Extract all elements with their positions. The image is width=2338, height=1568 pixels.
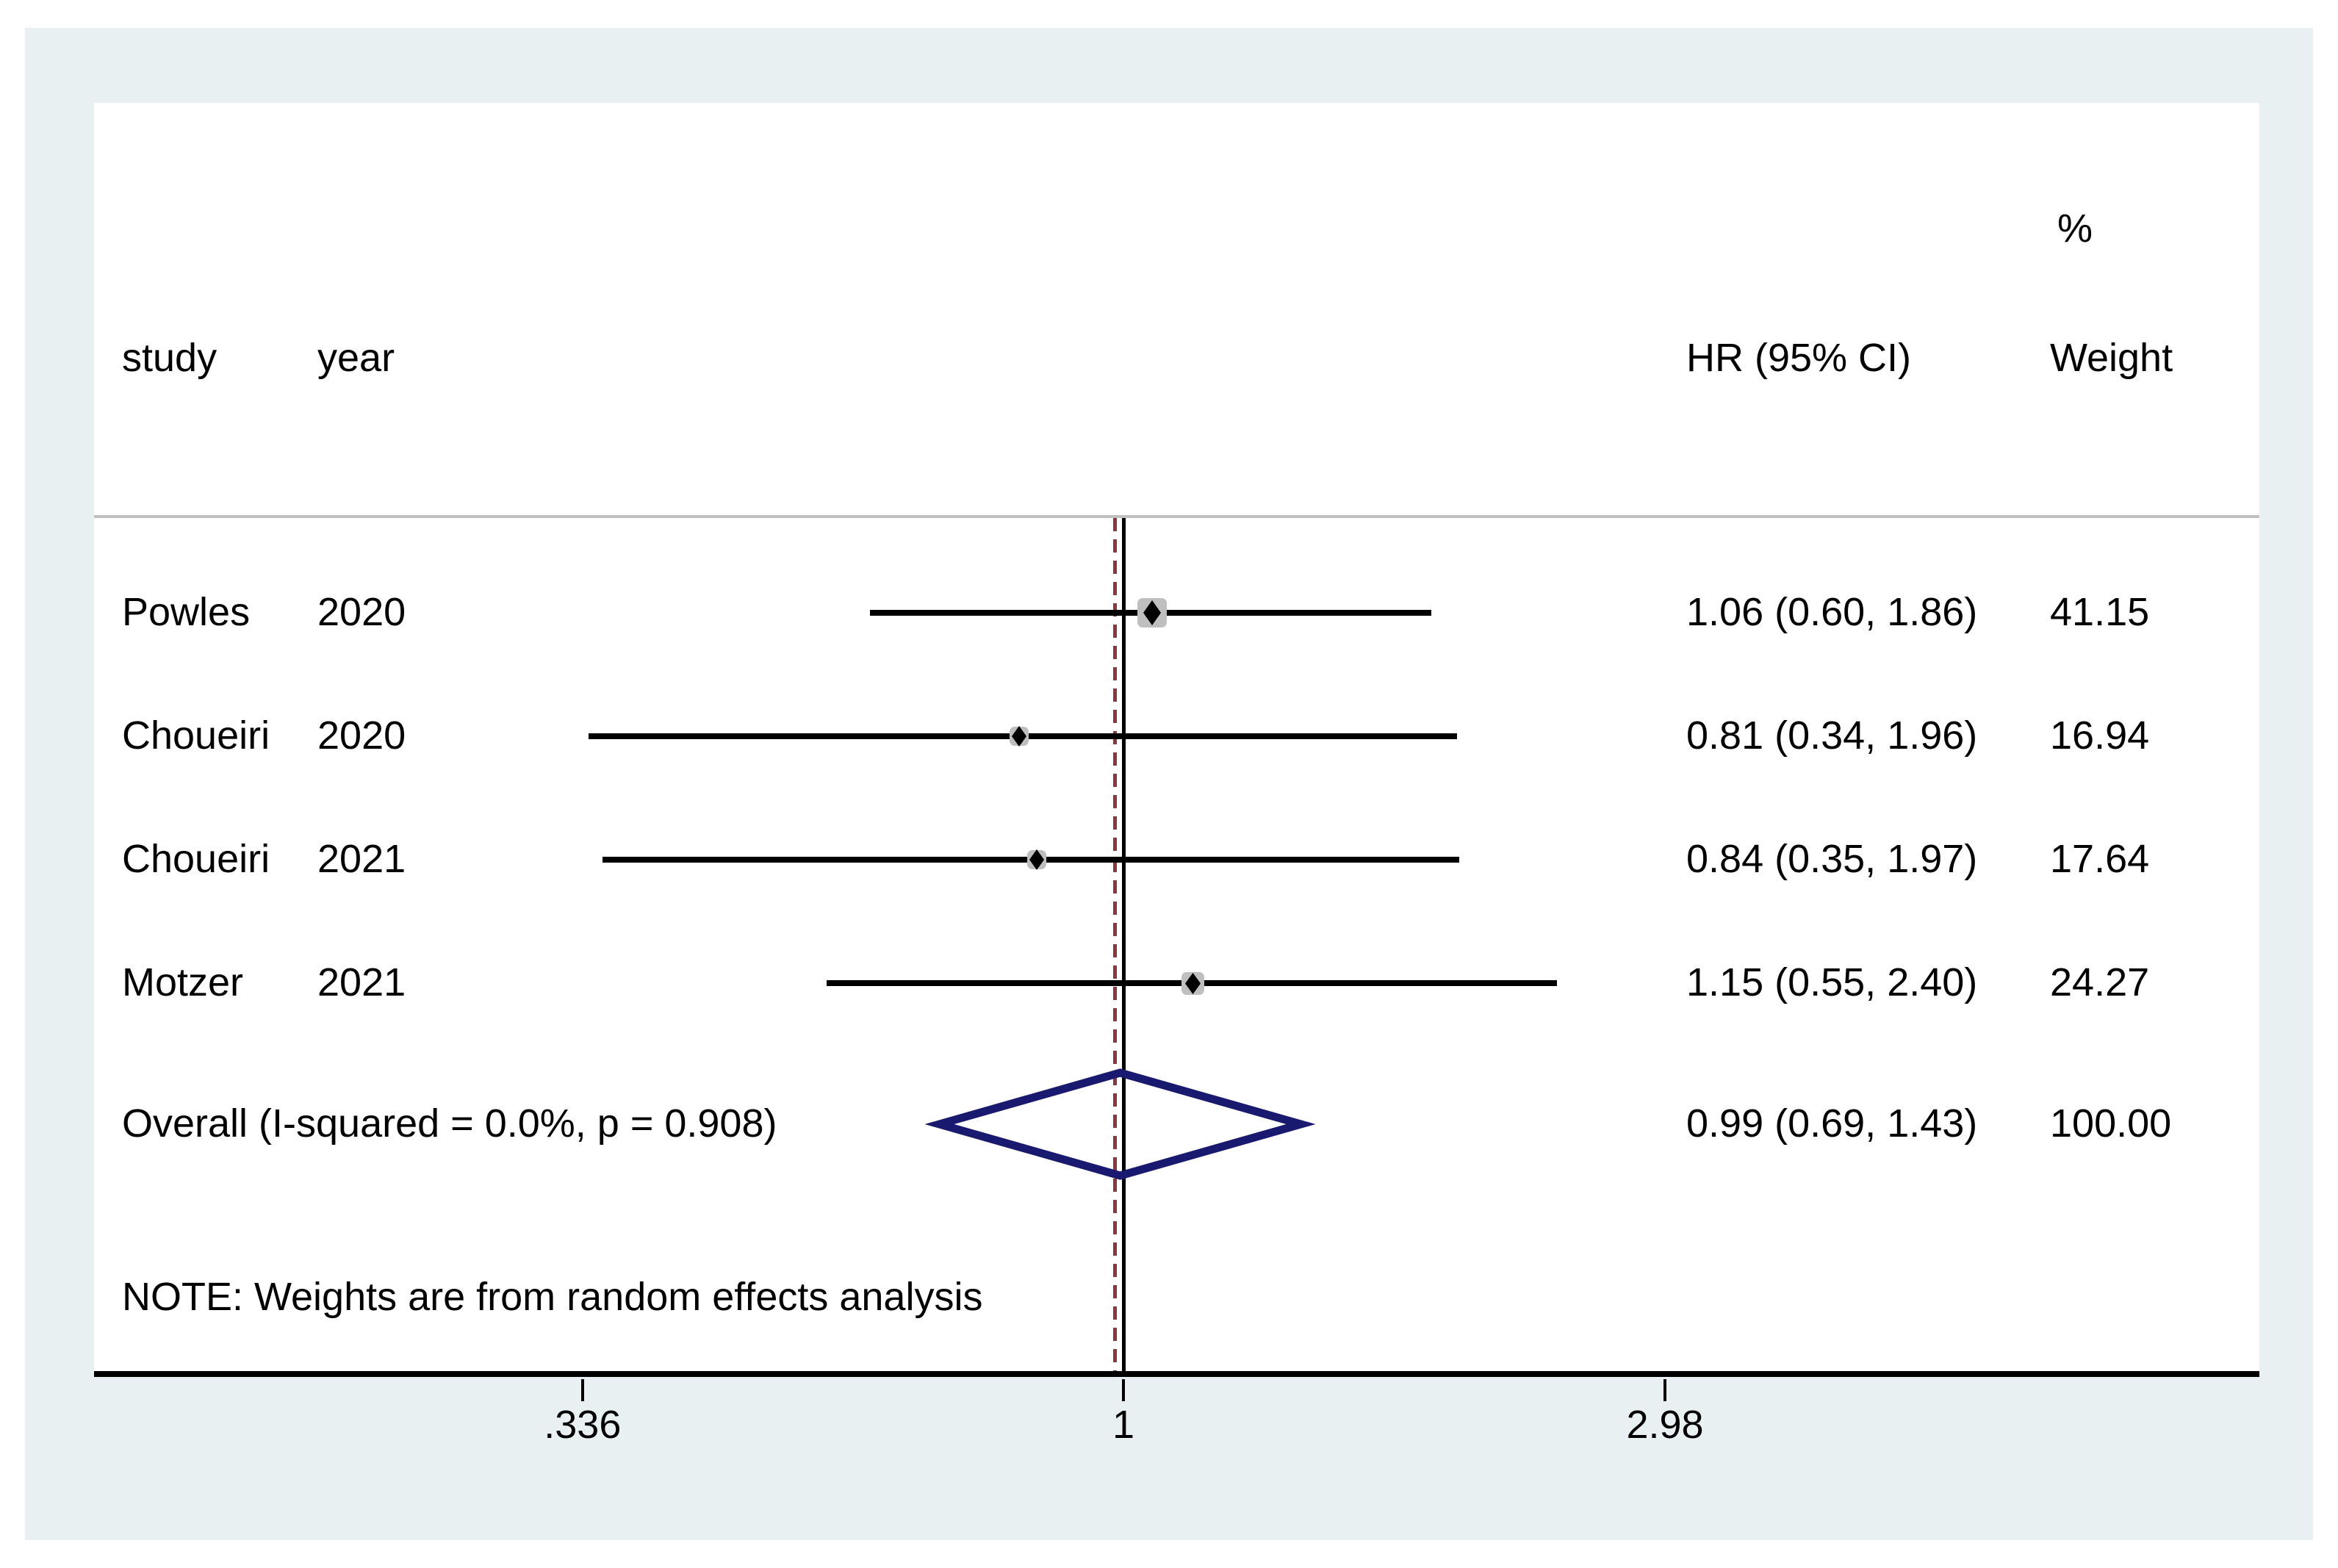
overall-hr-ci-value: 0.99 (0.69, 1.43) <box>1686 1101 1978 1146</box>
hr-ci-value: 1.15 (0.55, 2.40) <box>1686 960 1978 1004</box>
overall-label: Overall (I-squared = 0.0%, p = 0.908) <box>122 1101 777 1146</box>
study-label: Choueiri <box>122 713 270 758</box>
x-axis-tick-mark <box>1663 1379 1667 1401</box>
effect-marker <box>1012 726 1026 747</box>
weight-value: 41.15 <box>2050 589 2150 634</box>
weight-value: 17.64 <box>2050 836 2150 881</box>
null-effect-line <box>1121 518 1126 1372</box>
effect-marker <box>1185 973 1201 994</box>
x-axis-tick-mark <box>580 1379 584 1401</box>
year-label: 2020 <box>317 713 406 758</box>
hr-ci-value: 0.81 (0.34, 1.96) <box>1686 713 1978 758</box>
column-header-hr-ci: HR (95% CI) <box>1686 335 1912 380</box>
study-label: Motzer <box>122 960 244 1004</box>
study-label: Choueiri <box>122 836 270 881</box>
overall-estimate-dashed-line <box>1112 518 1117 1372</box>
effect-marker <box>1029 849 1044 870</box>
x-axis-tick-label: .336 <box>544 1403 622 1447</box>
column-header-study: study <box>122 335 217 380</box>
random-effects-note: NOTE: Weights are from random effects an… <box>122 1274 983 1319</box>
column-header-year: year <box>317 335 395 380</box>
column-header-percent: % <box>2057 206 2093 251</box>
study-label: Powles <box>122 589 251 634</box>
hr-ci-value: 1.06 (0.60, 1.86) <box>1686 589 1978 634</box>
year-label: 2020 <box>317 589 406 634</box>
year-label: 2021 <box>317 960 406 1004</box>
column-header-weight: Weight <box>2050 335 2173 380</box>
header-separator-line <box>94 515 2259 518</box>
overall-weight-value: 100.00 <box>2050 1101 2172 1146</box>
x-axis-tick-label: 2.98 <box>1626 1403 1704 1447</box>
x-axis-tick-label: 1 <box>1112 1403 1135 1447</box>
x-axis-line <box>94 1371 2259 1377</box>
weight-value: 24.27 <box>2050 960 2150 1004</box>
year-label: 2021 <box>317 836 406 881</box>
hr-ci-value: 0.84 (0.35, 1.97) <box>1686 836 1978 881</box>
x-axis-tick-mark <box>1122 1379 1125 1401</box>
weight-value: 16.94 <box>2050 713 2150 758</box>
